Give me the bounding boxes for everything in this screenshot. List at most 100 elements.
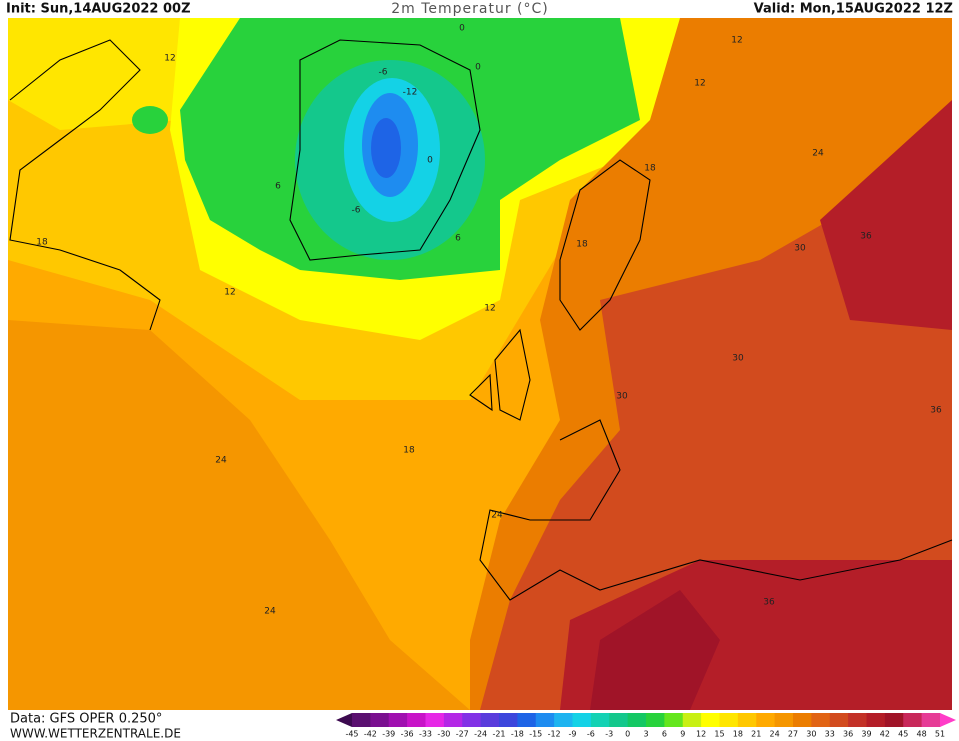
colorbar-label: -18 bbox=[511, 730, 524, 739]
colorbar-segment bbox=[535, 713, 555, 727]
temp-field bbox=[371, 118, 401, 178]
contour-label: 24 bbox=[491, 511, 503, 521]
colorbar-label: 24 bbox=[770, 730, 780, 739]
data-source: Data: GFS OPER 0.250° bbox=[10, 712, 162, 727]
header-bar bbox=[0, 0, 959, 18]
colorbar-segment bbox=[627, 713, 647, 727]
colorbar-label: 48 bbox=[917, 730, 927, 739]
colorbar: -45 -42 -39 -36 -33 -30 -27 -24 -21 -18 -15 -12 -9 -6… bbox=[336, 713, 956, 739]
temp-field bbox=[590, 590, 720, 710]
colorbar-label: 45 bbox=[898, 730, 908, 739]
colorbar-segment bbox=[884, 713, 904, 727]
contour-label: 18 bbox=[644, 164, 656, 174]
colorbar-label: 15 bbox=[714, 730, 724, 739]
coastline bbox=[469, 328, 531, 421]
colorbar-label: 33 bbox=[825, 730, 835, 739]
colorbar-label: 39 bbox=[861, 730, 871, 739]
contour-label: -6 bbox=[379, 68, 388, 78]
colorbar-label: -45 bbox=[345, 730, 358, 739]
temp-field bbox=[132, 106, 168, 134]
colorbar-segment bbox=[793, 713, 812, 727]
coastline bbox=[559, 159, 651, 331]
colorbar-segment bbox=[811, 713, 831, 727]
contour-label: 30 bbox=[794, 244, 806, 254]
colorbar-label: -30 bbox=[437, 730, 450, 739]
colorbar-label: -21 bbox=[492, 730, 505, 739]
contour-label: 18 bbox=[36, 238, 48, 248]
colorbar-segment bbox=[407, 713, 426, 727]
colorbar-segment bbox=[554, 713, 573, 727]
colorbar-segment bbox=[921, 713, 941, 727]
colorbar-segment bbox=[756, 713, 776, 727]
colorbar-segment bbox=[590, 713, 610, 727]
contour-label: 12 bbox=[164, 54, 175, 64]
colorbar-label: 12 bbox=[696, 730, 706, 739]
colorbar-label: -3 bbox=[605, 730, 613, 739]
colorbar-label: 27 bbox=[788, 730, 798, 739]
temp-field bbox=[8, 18, 200, 130]
map bbox=[8, 18, 953, 710]
colorbar-segment bbox=[829, 713, 849, 727]
site-name: WWW.WETTERZENTRALE.DE bbox=[10, 727, 181, 741]
coastline bbox=[289, 39, 481, 261]
temp-field bbox=[820, 100, 952, 330]
colorbar-label: 18 bbox=[733, 730, 743, 739]
colorbar-label: 30 bbox=[806, 730, 816, 739]
colorbar-segment bbox=[664, 713, 684, 727]
colorbar-segment bbox=[719, 713, 739, 727]
colorbar-label: -33 bbox=[419, 730, 432, 739]
contour-label: 36 bbox=[763, 598, 775, 608]
colorbar-label: -15 bbox=[529, 730, 542, 739]
contour-label: 0 bbox=[475, 63, 481, 73]
colorbar-label: 0 bbox=[625, 730, 630, 739]
colorbar-label: -6 bbox=[587, 730, 595, 739]
contour-label: 12 bbox=[484, 304, 495, 314]
coastline bbox=[479, 419, 953, 601]
contour-label: 36 bbox=[860, 232, 872, 242]
contour-label: 18 bbox=[403, 446, 415, 456]
contour-label: 0 bbox=[427, 156, 433, 166]
colorbar-segment bbox=[609, 713, 629, 727]
contour-label: 24 bbox=[812, 149, 824, 159]
init-time: Init: Sun,14AUG2022 00Z bbox=[6, 2, 191, 17]
contour-label: 0 bbox=[459, 24, 465, 34]
colorbar-segment bbox=[646, 713, 665, 727]
colorbar-label: 36 bbox=[843, 730, 853, 739]
colorbar-segment bbox=[866, 713, 886, 727]
colorbar-segment bbox=[499, 713, 518, 727]
contour-label: 30 bbox=[732, 354, 744, 364]
colorbar-label: 51 bbox=[935, 730, 945, 739]
contour-label: 36 bbox=[930, 406, 942, 416]
colorbar-label: -42 bbox=[364, 730, 377, 739]
contour-label: 30 bbox=[616, 392, 628, 402]
colorbar-label: -24 bbox=[474, 730, 487, 739]
temp-field bbox=[8, 320, 470, 710]
colorbar-segment bbox=[572, 713, 592, 727]
contour-label: 12 bbox=[694, 79, 705, 89]
colorbar-segment bbox=[701, 713, 720, 727]
contour-label: -12 bbox=[403, 88, 418, 98]
contour-label: 24 bbox=[264, 607, 276, 617]
contour-label: 24 bbox=[215, 456, 227, 466]
colorbar-arrow bbox=[336, 713, 352, 727]
colorbar-label: 3 bbox=[643, 730, 648, 739]
colorbar-segment bbox=[462, 713, 482, 727]
colorbar-segment bbox=[774, 713, 794, 727]
contour-label: 6 bbox=[275, 182, 281, 192]
colorbar-segment bbox=[903, 713, 923, 727]
contour-label: 6 bbox=[455, 234, 461, 244]
contour-labels: 12 12 12 -6 -12 0 0 0 6 -6 6 18 12 12 18… bbox=[36, 24, 942, 617]
colorbar-segment bbox=[480, 713, 500, 727]
colorbar-segment bbox=[388, 713, 408, 727]
colorbar-label: -39 bbox=[382, 730, 395, 739]
colorbar-arrow bbox=[940, 713, 956, 727]
colorbar-segment bbox=[848, 713, 867, 727]
colorbar-label: -12 bbox=[548, 730, 561, 739]
valid-time: Valid: Mon,15AUG2022 12Z bbox=[754, 2, 953, 17]
contour-label: -6 bbox=[352, 206, 361, 216]
colorbar-label: 42 bbox=[880, 730, 890, 739]
map-title: 2m Temperatur (°C) bbox=[391, 1, 549, 17]
colorbar-segment bbox=[737, 713, 757, 727]
colorbar-segment bbox=[443, 713, 463, 727]
